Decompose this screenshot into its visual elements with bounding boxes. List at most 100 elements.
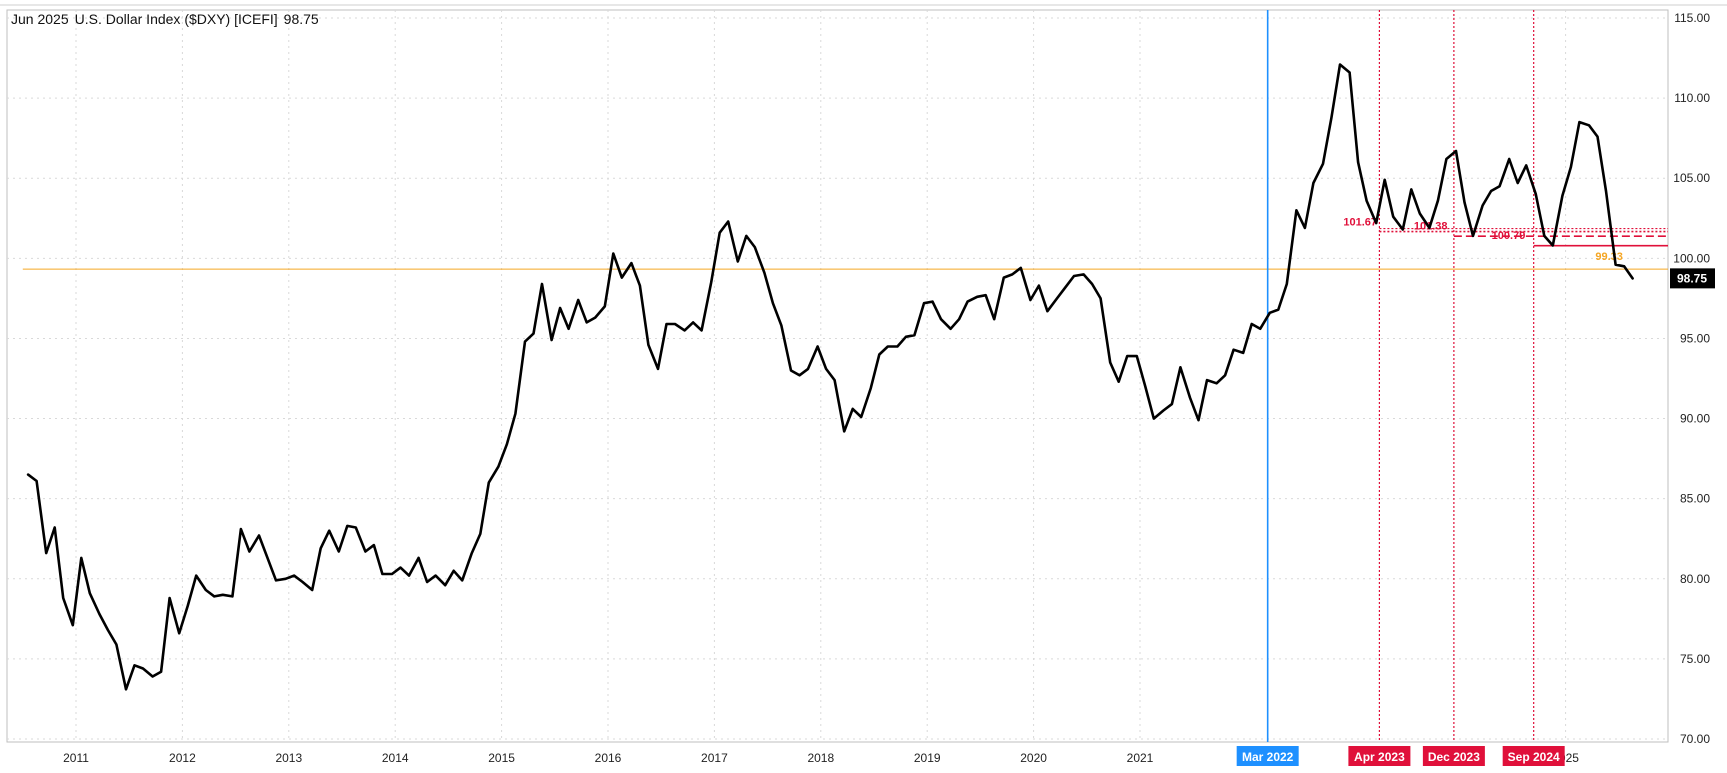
data-point	[683, 329, 686, 332]
last-price-tag-bg	[1670, 268, 1715, 289]
data-point	[355, 526, 357, 529]
level-label-101-67: 101.67	[1343, 217, 1377, 229]
data-point	[115, 643, 118, 646]
vertical-marker-tag-bg	[1236, 746, 1299, 766]
data-point	[328, 529, 331, 532]
vertical-marker-tag-label: Apr 2023	[1354, 750, 1405, 764]
data-point	[524, 340, 526, 343]
data-point	[984, 294, 987, 297]
data-point	[1535, 193, 1537, 195]
data-point	[737, 260, 739, 263]
data-point	[1091, 283, 1093, 285]
data-point	[497, 465, 500, 468]
data-point	[621, 276, 623, 279]
data-point	[72, 624, 74, 626]
data-point	[878, 353, 881, 356]
data-point	[222, 594, 224, 596]
data-point	[1136, 355, 1138, 357]
data-point	[1224, 374, 1226, 377]
data-point	[417, 557, 420, 559]
data-point	[763, 272, 766, 274]
data-point	[1269, 312, 1271, 314]
data-point	[1614, 263, 1617, 266]
data-point	[665, 323, 668, 325]
data-point	[186, 605, 189, 607]
data-point	[1046, 310, 1049, 313]
data-point	[1144, 385, 1147, 388]
data-point	[1277, 308, 1280, 311]
y-tick-label: 90.00	[1680, 412, 1710, 426]
data-point	[931, 300, 934, 303]
data-point	[860, 416, 862, 418]
data-point	[1392, 215, 1394, 218]
data-point	[1322, 163, 1324, 165]
data-point	[275, 579, 277, 582]
data-point	[790, 369, 792, 372]
data-point	[958, 318, 960, 321]
data-point	[843, 430, 845, 433]
data-point	[1463, 201, 1466, 204]
x-tick-label: 2020	[1020, 751, 1047, 765]
data-point	[1525, 164, 1527, 167]
grid-layer	[0, 4, 1727, 743]
data-point	[98, 613, 101, 615]
data-point	[966, 300, 969, 303]
data-point	[1215, 382, 1218, 385]
data-point	[1286, 283, 1288, 285]
vertical-marker-tag-bg	[1502, 746, 1565, 766]
data-point	[506, 443, 508, 446]
data-point	[133, 664, 136, 667]
data-point	[1596, 135, 1599, 138]
data-point	[434, 574, 437, 577]
data-point	[1242, 352, 1244, 354]
vertical-marker-tag-label: Dec 2023	[1428, 750, 1480, 764]
data-point	[798, 374, 801, 377]
data-point	[594, 316, 596, 319]
data-point	[647, 344, 650, 346]
data-point	[604, 305, 606, 308]
data-point	[630, 262, 633, 264]
data-point	[710, 281, 712, 284]
data-point	[53, 526, 56, 529]
data-point	[1383, 179, 1386, 181]
y-tick-label: 95.00	[1680, 331, 1710, 345]
data-point	[1259, 328, 1261, 330]
data-point	[1099, 297, 1102, 300]
data-point	[674, 323, 676, 325]
data-point	[471, 552, 473, 554]
data-point	[364, 550, 367, 553]
data-point	[913, 334, 916, 337]
data-point	[381, 573, 384, 575]
data-point	[727, 220, 729, 223]
x-tick-label: 2013	[275, 751, 302, 765]
plot-frame	[6, 9, 1669, 743]
axis-layer: 70.00 75.00 80.00 85.00 90.00 95.00 100.00 105.…	[63, 11, 1710, 765]
data-point	[1578, 121, 1581, 123]
data-point	[1003, 276, 1005, 279]
x-tick-label: 2011	[63, 751, 89, 765]
data-point	[399, 566, 402, 569]
data-point	[1171, 403, 1173, 405]
data-point	[1126, 355, 1128, 357]
vertical-marker-tag-label: Sep 2024	[1508, 750, 1560, 764]
data-point	[258, 534, 260, 537]
y-tick-label: 110.00	[1674, 91, 1710, 105]
data-point	[514, 412, 517, 415]
data-point	[780, 324, 783, 327]
data-point	[1481, 204, 1484, 207]
data-point	[1162, 409, 1165, 412]
data-point	[1605, 190, 1607, 192]
data-point	[1339, 63, 1341, 66]
data-point	[1561, 195, 1564, 197]
data-point	[1330, 116, 1333, 119]
data-point	[452, 570, 455, 572]
data-point	[1375, 222, 1377, 224]
data-point	[1455, 150, 1457, 152]
data-point	[1020, 267, 1022, 269]
y-tick-label: 105.00	[1673, 171, 1710, 185]
vertical-marker-tag-bg	[1422, 746, 1485, 766]
x-tick-label: 2012	[169, 751, 196, 765]
header-last-value: 98.75	[284, 11, 319, 27]
data-point	[1419, 212, 1421, 215]
